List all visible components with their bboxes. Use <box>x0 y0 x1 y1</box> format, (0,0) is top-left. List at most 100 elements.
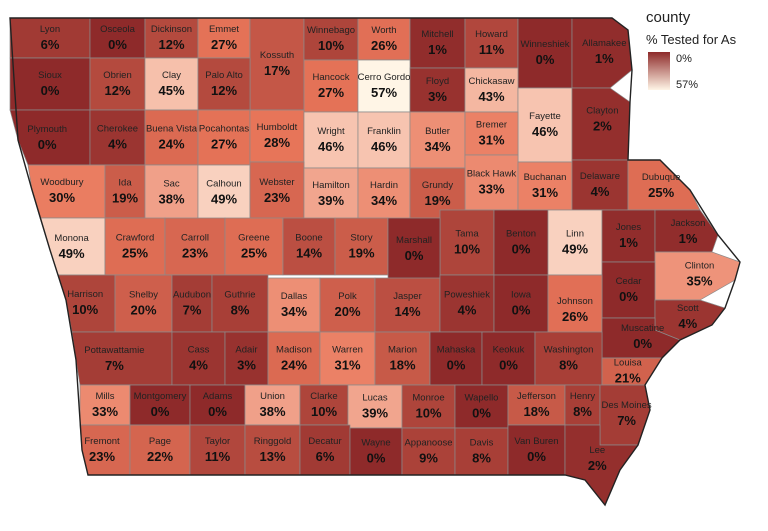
county-name-label: Obrien <box>103 70 132 81</box>
county-pct-label: 34% <box>371 193 397 208</box>
county-pct-label: 23% <box>264 190 290 205</box>
county-pct-label: 10% <box>311 404 337 419</box>
county-name-label: Pocahontas <box>199 124 249 135</box>
county-name-label: Cass <box>188 345 210 356</box>
county-name-label: Van Buren <box>514 436 558 447</box>
county-name-label: Allamakee <box>582 38 626 49</box>
county-pct-label: 14% <box>296 246 322 261</box>
county-pct-label: 7% <box>105 358 124 373</box>
county-pct-label: 1% <box>679 231 698 246</box>
county-name-label: Wright <box>317 126 345 137</box>
county-pct-label: 13% <box>259 449 285 464</box>
county-name-label: Johnson <box>557 296 593 307</box>
county-pct-label: 12% <box>104 83 130 98</box>
county-name-label: Louisa <box>614 358 643 369</box>
county-pct-label: 31% <box>478 133 504 148</box>
county-pct-label: 17% <box>264 63 290 78</box>
county-name-label: Muscatine <box>621 323 664 334</box>
county-pct-label: 21% <box>615 371 641 386</box>
county-pct-label: 39% <box>362 406 388 421</box>
county-name-label: Lyon <box>40 24 60 35</box>
county-pct-label: 31% <box>532 185 558 200</box>
county-name-label: Plymouth <box>27 124 67 135</box>
county-pct-label: 8% <box>231 303 250 318</box>
county-pct-label: 11% <box>205 449 231 464</box>
county-name-label: Montgomery <box>134 391 187 402</box>
county-pct-label: 27% <box>318 85 344 100</box>
county-name-label: Humboldt <box>257 122 298 133</box>
county-name-label: Mitchell <box>421 29 453 40</box>
county-pct-label: 24% <box>158 137 184 152</box>
county-name-label: Hardin <box>370 180 398 191</box>
county-pct-label: 12% <box>158 37 184 52</box>
county-name-label: Butler <box>425 126 450 137</box>
legend-subtitle: % Tested for As <box>646 32 737 47</box>
county-pct-label: 19% <box>348 246 374 261</box>
county-pct-label: 4% <box>108 137 127 152</box>
county-pct-label: 3% <box>428 89 447 104</box>
county-name-label: Worth <box>371 25 396 36</box>
county-pct-label: 34% <box>281 304 307 319</box>
county-pct-label: 2% <box>593 119 612 134</box>
county-pct-label: 0% <box>38 137 57 152</box>
county-name-label: Sac <box>163 179 180 190</box>
county-name-label: Page <box>149 436 171 447</box>
county-pct-label: 0% <box>447 358 466 373</box>
county-name-label: Cerro Gordo <box>358 72 411 83</box>
county-pct-label: 23% <box>182 246 208 261</box>
county-name-label: Cedar <box>616 276 642 287</box>
county-pct-label: 4% <box>591 184 610 199</box>
county-name-label: Jefferson <box>517 391 556 402</box>
county-pct-label: 27% <box>211 37 237 52</box>
county-name-label: Mills <box>96 391 115 402</box>
county-pct-label: 23% <box>89 449 115 464</box>
county-name-label: Clinton <box>685 260 715 271</box>
county-name-label: Monroe <box>412 393 444 404</box>
county-pct-label: 0% <box>108 37 127 52</box>
county-pct-label: 0% <box>151 404 170 419</box>
county-name-label: Story <box>350 233 372 244</box>
county-name-label: Harrison <box>67 289 103 300</box>
county-pct-label: 1% <box>619 235 638 250</box>
county-pct-label: 2% <box>588 458 607 473</box>
county-name-label: Lucas <box>362 393 388 404</box>
county-name-label: Cherokee <box>97 124 138 135</box>
county-name-label: Dallas <box>281 291 308 302</box>
county-pct-label: 49% <box>562 242 588 257</box>
county-pct-label: 34% <box>424 139 450 154</box>
county-name-label: Emmet <box>209 24 239 35</box>
county-name-label: Wayne <box>361 438 390 449</box>
county-pct-label: 49% <box>211 192 237 207</box>
county-pct-label: 6% <box>41 37 60 52</box>
county-name-label: Hamilton <box>312 180 350 191</box>
county-name-label: Audubon <box>173 290 211 301</box>
legend-title: county <box>646 9 691 26</box>
county-name-label: Black Hawk <box>467 169 517 180</box>
county-pct-label: 30% <box>49 190 75 205</box>
county-pct-label: 46% <box>318 139 344 154</box>
county-pct-label: 0% <box>367 451 386 466</box>
county-name-label: Taylor <box>205 436 230 447</box>
legend-min-label: 0% <box>676 53 692 65</box>
county-name-label: Crawford <box>116 233 155 244</box>
county-name-label: Union <box>260 391 285 402</box>
state-outline <box>9 17 741 507</box>
county-pct-label: 31% <box>334 358 360 373</box>
county-name-label: Buchanan <box>524 172 567 183</box>
county-name-label: Winneshiek <box>520 39 569 50</box>
county-name-label: Buena Vista <box>146 124 198 135</box>
county-name-label: Ringgold <box>254 436 292 447</box>
county-pct-label: 35% <box>686 273 712 288</box>
county-name-label: Jones <box>616 222 642 233</box>
county-pct-label: 26% <box>371 38 397 53</box>
legend-max-label: 57% <box>676 79 698 91</box>
county-pct-label: 8% <box>472 451 491 466</box>
county-name-label: Scott <box>677 303 699 314</box>
county-name-label: Bremer <box>476 120 507 131</box>
county-name-label: Pottawattamie <box>84 345 144 356</box>
county-pct-label: 22% <box>147 449 173 464</box>
county-name-label: Adair <box>235 345 257 356</box>
county-pct-label: 0% <box>536 52 555 67</box>
county-name-label: Monona <box>54 233 89 244</box>
legend: county % Tested for As 0% 57% <box>646 9 737 91</box>
